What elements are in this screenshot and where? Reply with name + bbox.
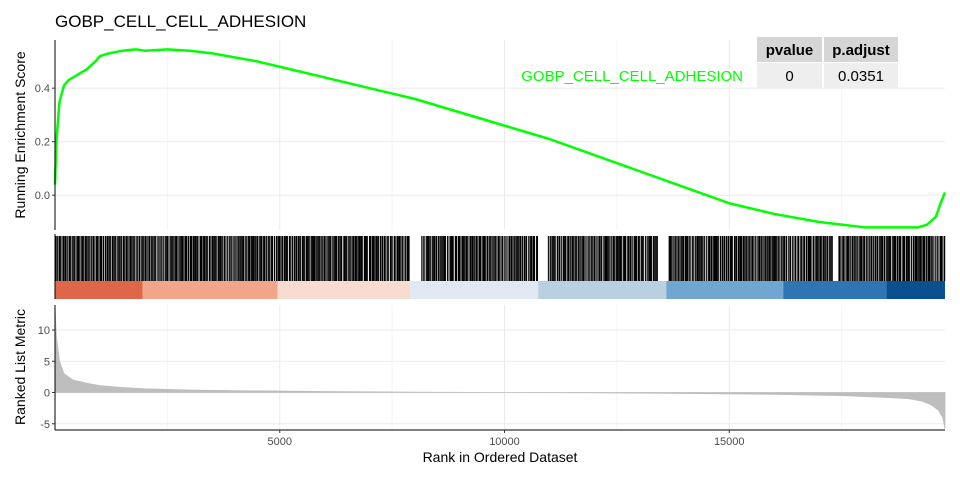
x-tick-label: 5000 xyxy=(268,436,292,448)
metric-area-layer xyxy=(54,304,946,429)
table-header-padjust: p.adjust xyxy=(832,42,890,59)
enrichment-y-tick-label: 0.4 xyxy=(35,83,50,95)
gene-hit-marks xyxy=(55,236,946,281)
table-body-cell-padjust xyxy=(824,63,898,88)
metric-y-tick-label: 0 xyxy=(44,388,50,400)
chart-title: GOBP_CELL_CELL_ADHESION xyxy=(55,12,306,31)
metric-y-tick-label: -5 xyxy=(40,419,50,431)
enrichment-grid xyxy=(55,40,945,230)
rank-gradient-segment xyxy=(277,281,411,299)
metric-y-tick-label: 5 xyxy=(44,356,50,368)
rank-gradient-segment xyxy=(783,281,887,299)
x-ticks: 5000 10000 15000 xyxy=(268,430,745,448)
metric-y-label: Ranked List Metric xyxy=(12,309,28,425)
gene-hit-ticks xyxy=(55,236,946,281)
rank-gradient-segment xyxy=(886,281,945,299)
rank-gradient-bar xyxy=(55,281,945,299)
table-header-cell-pvalue xyxy=(757,37,822,62)
enrichment-y-label: Running Enrichment Score xyxy=(12,51,28,219)
enrichment-y-tick-label: 0.2 xyxy=(35,137,50,149)
rank-gradient-segment xyxy=(410,281,539,299)
table-header-cell-padjust xyxy=(824,37,898,62)
x-tick-label: 15000 xyxy=(714,436,745,448)
rank-gradient-segment xyxy=(55,281,143,299)
table-body-cell-pvalue xyxy=(757,63,822,88)
metric-y-ticks: -5 0 5 10 xyxy=(38,325,55,431)
x-axis-label: Rank in Ordered Dataset xyxy=(423,449,578,465)
rank-gradient-segment xyxy=(538,281,667,299)
rank-gradient-segment xyxy=(666,281,784,299)
metric-y-tick-label: 10 xyxy=(38,325,50,337)
rank-gradient-segment xyxy=(142,281,278,299)
ranked-metric-area xyxy=(54,304,946,429)
enrichment-curve xyxy=(53,48,947,229)
enrichment-curve-layer xyxy=(53,48,947,229)
table-value-padjust: 0.0351 xyxy=(838,68,884,85)
enrichment-y-ticks: 0.0 0.2 0.4 xyxy=(35,83,55,202)
enrichment-y-tick-label: 0.0 xyxy=(35,190,50,202)
legend-series-label: GOBP_CELL_CELL_ADHESION xyxy=(521,68,743,85)
table-value-pvalue: 0 xyxy=(785,68,793,85)
x-tick-label: 10000 xyxy=(489,436,520,448)
table-header-pvalue: pvalue xyxy=(766,42,814,59)
